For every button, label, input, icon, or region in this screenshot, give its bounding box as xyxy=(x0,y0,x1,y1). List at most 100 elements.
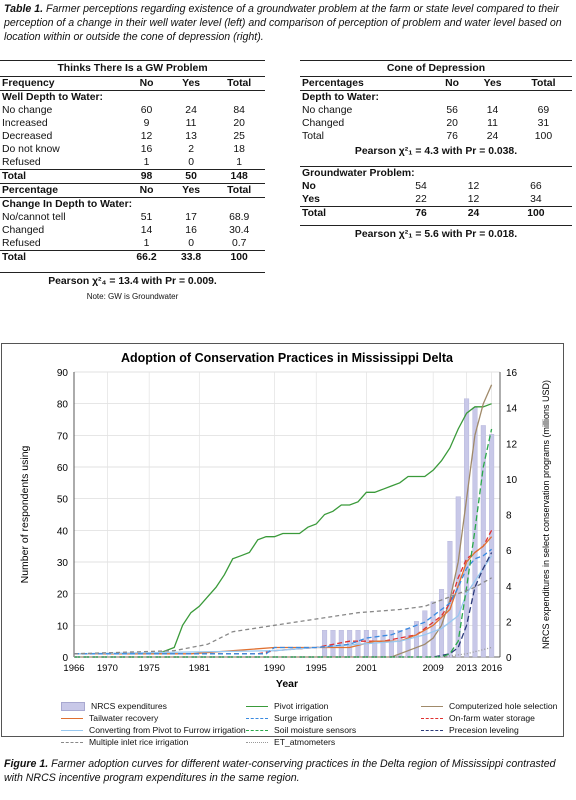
row-label: Refused xyxy=(2,157,41,168)
series-line-on-farm-water-storage xyxy=(74,529,493,655)
group-label: Change In Depth to Water: xyxy=(2,199,133,210)
legend-swatch xyxy=(246,729,268,731)
cell: 76 xyxy=(446,131,458,142)
total-row: Total 66.2 33.8 100 xyxy=(0,250,265,264)
header-cell: Total xyxy=(213,183,265,198)
legend-item: Surge irrigation xyxy=(246,713,332,723)
y2-tick-label: 12 xyxy=(506,439,518,450)
figure-caption: Figure 1. Farmer adoption curves for dif… xyxy=(4,757,570,785)
cell: 25 xyxy=(233,131,245,142)
cell: 24 xyxy=(447,206,500,220)
cell: 100 xyxy=(499,206,572,220)
cell: 56 xyxy=(446,105,458,116)
total-row: Total 76 24 100 xyxy=(300,206,572,220)
y2-tick-label: 10 xyxy=(506,475,518,486)
series-line-multiple-inlet-rice-irrigation xyxy=(73,577,492,655)
cell: 100 xyxy=(534,131,553,142)
row-label: Changed xyxy=(302,118,345,129)
group-label: Well Depth to Water: xyxy=(2,92,104,103)
table-caption: Table 1. Farmer perceptions regarding ex… xyxy=(4,2,570,44)
cell: 1 xyxy=(143,238,150,249)
table-row: Refused 1 0 0.7 xyxy=(0,237,265,251)
series-line-converting-from-pivot-to-furrow-irrigation xyxy=(73,555,493,655)
figure-frame: Adoption of Conservation Practices in Mi… xyxy=(1,343,564,737)
nrcs-expenditure-bar xyxy=(430,601,436,658)
x-tick-label: 2013 xyxy=(456,663,477,674)
table-caption-label: Table 1. xyxy=(4,3,44,15)
row-label: Total xyxy=(300,206,395,220)
header-cell: Total xyxy=(213,77,265,91)
header-cell: No xyxy=(433,77,471,91)
cell: 54 xyxy=(415,181,427,192)
legend-swatch xyxy=(61,741,83,743)
right-table-body-2: Groundwater Problem: No 54 12 66 Yes 22 12 34 … xyxy=(300,166,572,220)
y2-tick-label: 14 xyxy=(506,404,518,415)
table-row: Refused 1 0 1 xyxy=(0,156,265,170)
row-label: No/cannot tell xyxy=(2,212,66,223)
y-tick-label: 20 xyxy=(57,590,69,601)
cell: 34 xyxy=(530,194,542,205)
series-line-et-atmometers xyxy=(74,646,492,658)
nrcs-expenditure-bar xyxy=(413,621,419,658)
y-axis-label: Number of respondents using xyxy=(19,445,31,583)
header-cell: Frequency xyxy=(0,77,125,91)
legend-swatch xyxy=(421,717,443,719)
table-note: Note: GW is Groundwater xyxy=(86,292,179,301)
header-cell: Yes xyxy=(168,77,214,91)
x-tick-label: 1981 xyxy=(189,663,210,674)
legend-label: NRCS expenditures xyxy=(91,701,167,711)
x-tick-label: 1975 xyxy=(139,663,160,674)
y-tick-label: 80 xyxy=(57,400,69,411)
cell: 22 xyxy=(415,194,427,205)
y2-axis-label: NRCS expenditures in select conservation… xyxy=(541,380,551,649)
table-row: Increased 9 11 20 xyxy=(0,117,265,130)
table-row: Do not know 16 2 18 xyxy=(0,143,265,156)
series-line-pivot-irrigation xyxy=(74,403,492,655)
nrcs-expenditure-bar xyxy=(480,425,486,658)
header-cell: Percentage xyxy=(0,183,125,198)
y-tick-label: 70 xyxy=(57,431,69,442)
right-table-body: Percentages No Yes Total Depth to Water:… xyxy=(300,77,572,143)
cell: 24 xyxy=(486,131,499,142)
legend-swatch xyxy=(61,729,83,731)
legend-item: Computerized hole selection xyxy=(421,701,557,711)
x-tick-label: 2001 xyxy=(356,663,377,674)
legend-item: Converting from Pivot to Furrow irrigati… xyxy=(61,725,246,735)
y-tick-label: 30 xyxy=(57,558,69,569)
legend-label: Tailwater recovery xyxy=(89,713,159,723)
cell: 69 xyxy=(537,105,550,116)
nrcs-expenditure-bar xyxy=(464,398,470,658)
figure-caption-label: Figure 1. xyxy=(4,758,49,770)
group-label: Groundwater Problem: xyxy=(302,168,415,179)
cell: 66.2 xyxy=(124,250,169,264)
legend-item: NRCS expenditures xyxy=(61,701,167,711)
table-row: Yes 22 12 34 xyxy=(300,193,572,207)
cell: 1 xyxy=(236,157,243,168)
cell: 17 xyxy=(185,212,197,223)
row-label: No change xyxy=(302,105,353,116)
cell: 2 xyxy=(188,144,194,155)
figure-caption-text: Farmer adoption curves for different wat… xyxy=(4,758,556,784)
cell: 60 xyxy=(140,105,153,116)
legend-item: On-farm water storage xyxy=(421,713,535,723)
table-row: No 54 12 66 xyxy=(300,180,572,193)
legend-label: Precesion leveling xyxy=(449,725,519,735)
table-header-row: Percentages No Yes Total xyxy=(300,77,572,91)
table-row: Total 76 24 100 xyxy=(300,130,572,143)
right-table-title: Cone of Depression xyxy=(300,60,572,77)
table-row: No/cannot tell 51 17 68.9 xyxy=(0,211,265,224)
header-cell: Percentages xyxy=(300,77,434,91)
header-cell: Yes xyxy=(168,183,214,198)
legend-swatch xyxy=(246,741,268,743)
legend-item: Soil moisture sensors xyxy=(246,725,356,735)
cell: 0 xyxy=(188,238,194,249)
cell: 100 xyxy=(213,250,265,264)
y2-tick-label: 2 xyxy=(506,617,512,628)
cell: 68.9 xyxy=(229,212,250,223)
cell: 14 xyxy=(140,225,153,236)
row-label: No xyxy=(302,181,316,192)
pearson-stat: Pearson χ²₁ = 5.6 with Pr = 0.018. xyxy=(300,225,572,243)
cell: 50 xyxy=(168,169,214,184)
legend-label: Multiple inlet rice irrigation xyxy=(89,737,189,747)
nrcs-expenditure-bar xyxy=(380,630,386,658)
